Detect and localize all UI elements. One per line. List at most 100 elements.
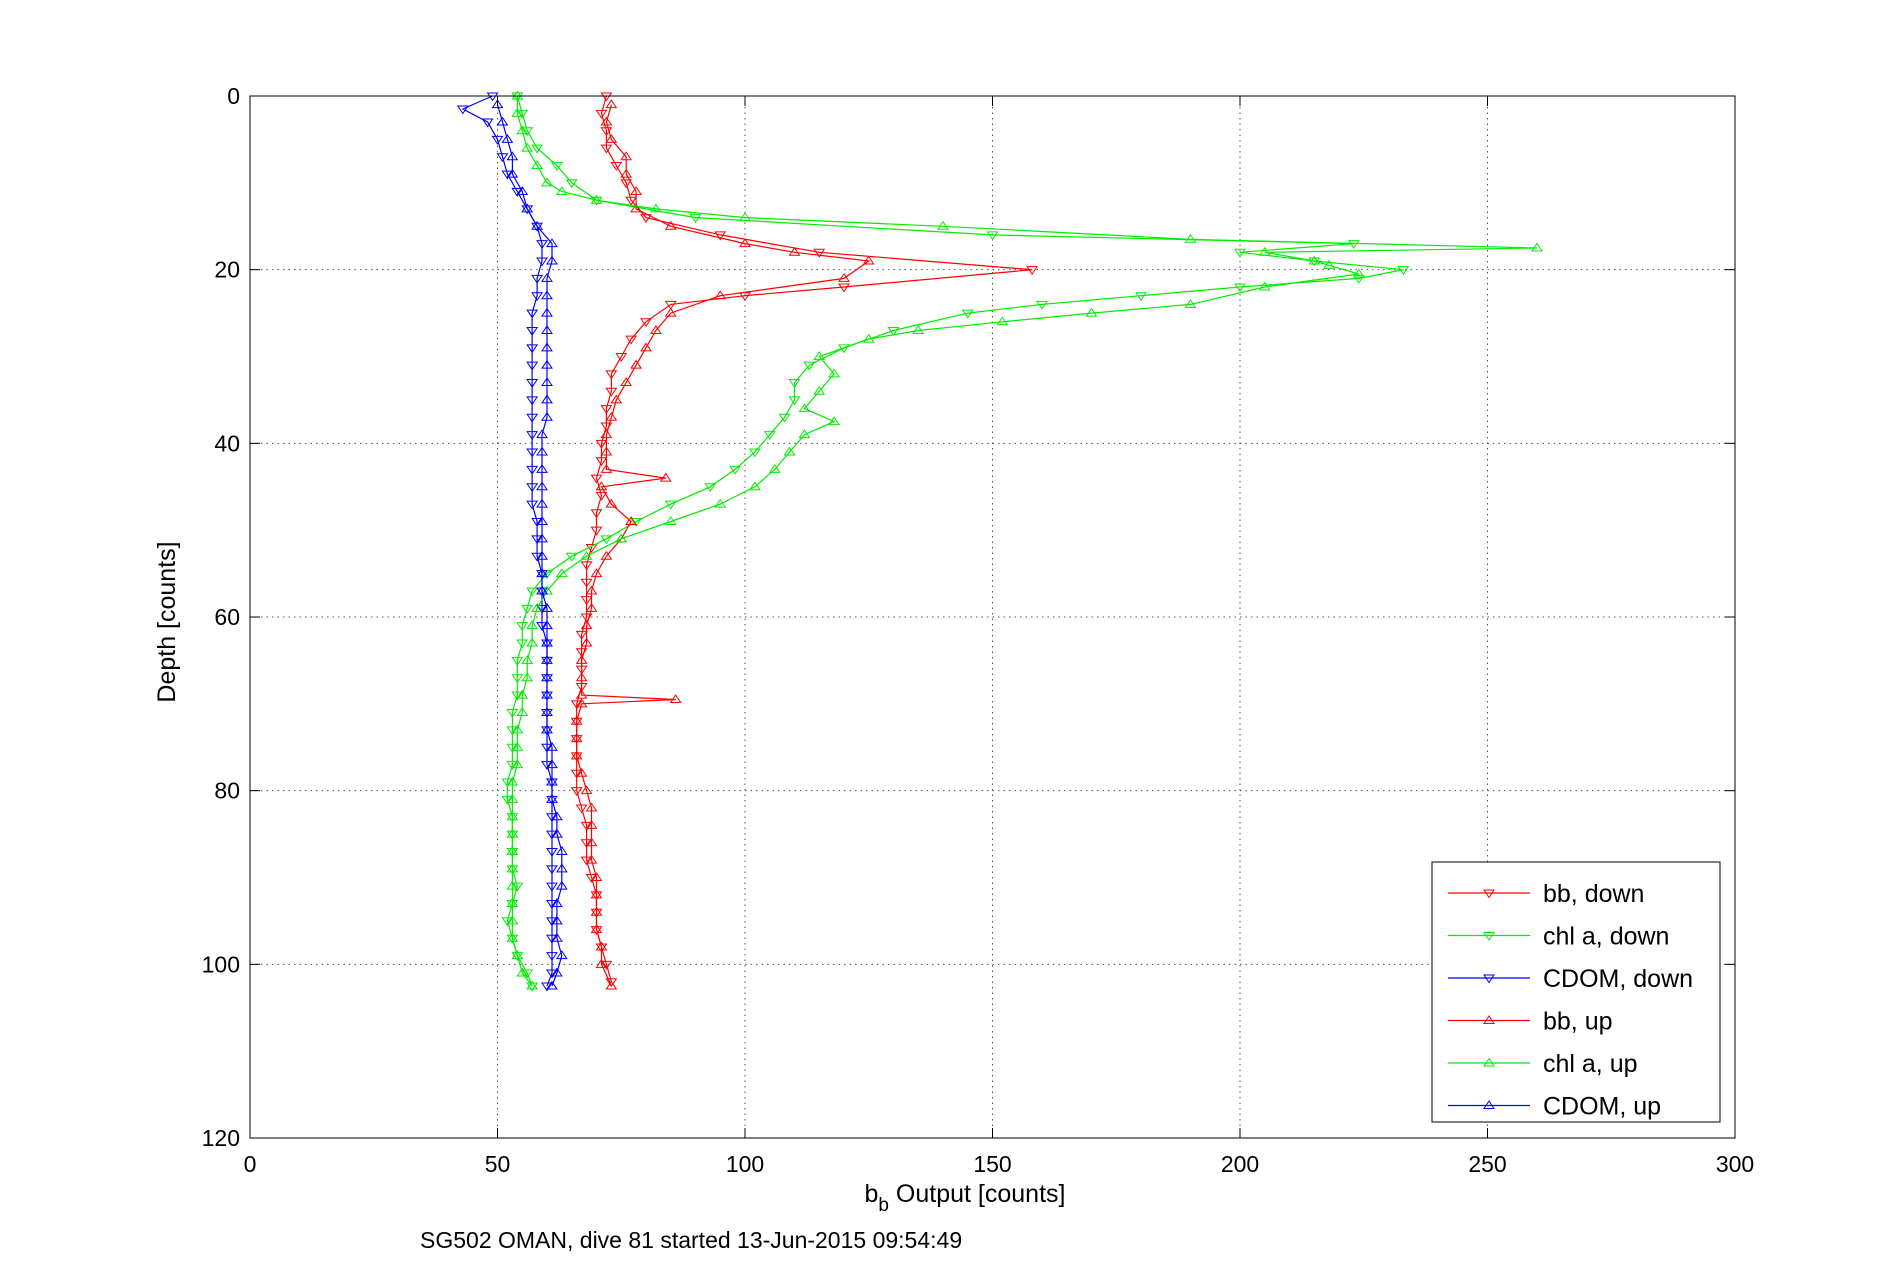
x-axis-label-main: b	[865, 1180, 879, 1208]
data-point	[600, 446, 613, 456]
data-point	[496, 153, 509, 163]
data-point	[506, 880, 519, 890]
data-point	[531, 602, 544, 612]
data-point	[501, 134, 514, 143]
data-point	[536, 533, 548, 543]
data-point	[511, 741, 524, 751]
data-point	[541, 359, 553, 369]
data-point	[506, 932, 519, 942]
data-point	[491, 135, 504, 145]
data-point	[630, 359, 643, 369]
data-point	[521, 142, 534, 152]
data-point	[501, 778, 514, 788]
data-point	[590, 526, 603, 536]
data-point	[511, 107, 524, 117]
series-5	[491, 99, 568, 990]
data-point	[640, 342, 652, 352]
y-tick-label: 40	[214, 430, 240, 456]
data-point	[1184, 298, 1197, 308]
data-point	[1258, 281, 1271, 291]
legend-label: CDOM, up	[1543, 1093, 1661, 1121]
legend-marker	[1483, 1100, 1495, 1109]
data-point	[511, 882, 524, 892]
data-point	[595, 109, 608, 119]
data-point	[580, 561, 593, 571]
data-point	[526, 344, 539, 354]
data-point	[1184, 233, 1197, 243]
data-point	[590, 889, 603, 899]
data-point	[664, 500, 677, 510]
legend-marker	[1483, 974, 1495, 984]
data-point	[526, 483, 539, 493]
data-point	[630, 203, 643, 213]
data-point	[496, 116, 509, 126]
data-point	[937, 220, 949, 230]
data-point	[620, 179, 633, 189]
data-point	[531, 144, 544, 154]
data-point	[862, 255, 875, 265]
data-point	[729, 465, 742, 475]
data-point	[605, 978, 618, 988]
x-axis-label: bb Output [counts]	[865, 1180, 1066, 1216]
data-point	[541, 377, 553, 387]
data-point	[605, 134, 618, 143]
data-point	[828, 368, 841, 378]
data-point	[570, 717, 583, 727]
data-point	[541, 724, 553, 734]
data-point	[595, 941, 608, 951]
data-point	[526, 982, 539, 992]
data-point	[501, 795, 514, 805]
data-point	[595, 943, 608, 953]
data-point	[580, 785, 593, 795]
data-point	[511, 674, 524, 684]
data-point	[600, 550, 613, 560]
data-point	[491, 99, 504, 109]
data-point	[605, 411, 618, 421]
data-point	[546, 776, 558, 786]
data-point	[664, 300, 677, 310]
axis-ticks: 0 50 100 150 200 250 300 0 20 40 60 80 100 120	[202, 83, 1755, 1177]
y-tick-label: 100	[202, 951, 240, 977]
data-point	[511, 952, 524, 962]
data-point	[511, 950, 524, 960]
data-point	[521, 672, 534, 682]
data-point	[813, 248, 826, 258]
data-point	[595, 958, 608, 968]
data-point	[516, 967, 529, 977]
data-point	[531, 274, 544, 284]
data-point	[546, 865, 558, 875]
data-point	[550, 932, 563, 942]
data-point	[526, 980, 539, 990]
data-point	[788, 396, 801, 406]
data-point	[664, 307, 677, 317]
data-point	[1352, 268, 1365, 278]
data-point	[526, 465, 539, 475]
data-point	[1036, 300, 1048, 310]
data-point	[862, 333, 875, 343]
data-point	[536, 446, 548, 456]
legend-box	[1431, 861, 1721, 1123]
legend-label: CDOM, down	[1543, 965, 1693, 993]
data-point	[585, 819, 598, 829]
data-point	[506, 863, 519, 873]
data-point	[788, 246, 801, 256]
y-axis-label: Depth [counts]	[153, 541, 181, 702]
data-point	[541, 689, 553, 699]
data-point	[526, 431, 539, 441]
data-point	[575, 630, 588, 640]
data-point	[531, 535, 544, 545]
data-point	[506, 761, 519, 771]
data-point	[570, 733, 583, 743]
data-point	[605, 370, 618, 380]
data-point	[649, 203, 662, 213]
data-point	[580, 550, 593, 560]
data-point	[1397, 266, 1410, 276]
data-point	[575, 672, 588, 682]
data-point	[541, 620, 553, 630]
data-point	[714, 231, 727, 241]
data-point	[590, 194, 603, 204]
data-point	[600, 463, 613, 473]
data-point	[768, 463, 781, 473]
x-tick-label: 250	[1468, 1151, 1506, 1177]
